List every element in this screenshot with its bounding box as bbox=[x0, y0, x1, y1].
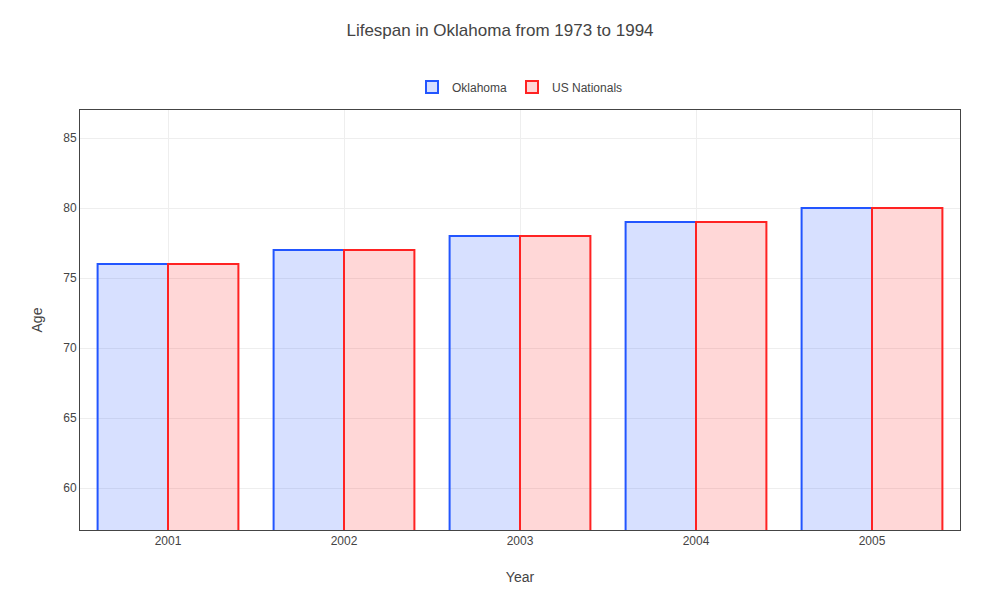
svg-text:60: 60 bbox=[63, 481, 77, 495]
svg-text:Age: Age bbox=[29, 307, 45, 332]
svg-text:2001: 2001 bbox=[155, 534, 182, 548]
svg-text:2004: 2004 bbox=[683, 534, 710, 548]
svg-text:2002: 2002 bbox=[331, 534, 358, 548]
svg-text:Lifespan in Oklahoma from 1973: Lifespan in Oklahoma from 1973 to 1994 bbox=[346, 21, 653, 40]
svg-text:80: 80 bbox=[63, 201, 77, 215]
svg-text:65: 65 bbox=[63, 411, 77, 425]
svg-text:Year: Year bbox=[506, 569, 535, 585]
svg-text:85: 85 bbox=[63, 131, 77, 145]
svg-text:US Nationals: US Nationals bbox=[552, 81, 622, 95]
svg-text:70: 70 bbox=[63, 341, 77, 355]
svg-text:75: 75 bbox=[63, 271, 77, 285]
svg-text:2005: 2005 bbox=[859, 534, 886, 548]
svg-text:Oklahoma: Oklahoma bbox=[452, 81, 507, 95]
svg-text:2003: 2003 bbox=[507, 534, 534, 548]
